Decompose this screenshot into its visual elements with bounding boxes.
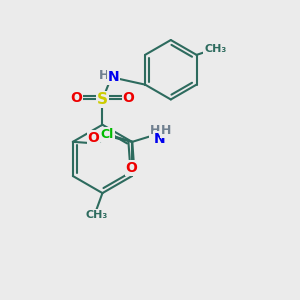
Text: O: O (125, 161, 137, 175)
Text: O: O (70, 91, 83, 105)
Text: CH₃: CH₃ (85, 210, 108, 220)
Text: N: N (154, 132, 166, 146)
Text: CH₃: CH₃ (204, 44, 226, 54)
Text: H: H (149, 124, 160, 137)
Text: O: O (122, 91, 134, 105)
Text: H: H (161, 124, 171, 137)
Text: S: S (97, 92, 108, 107)
Text: N: N (108, 70, 120, 84)
Text: Cl: Cl (101, 128, 114, 141)
Text: O: O (88, 131, 100, 145)
Text: H: H (99, 69, 109, 82)
